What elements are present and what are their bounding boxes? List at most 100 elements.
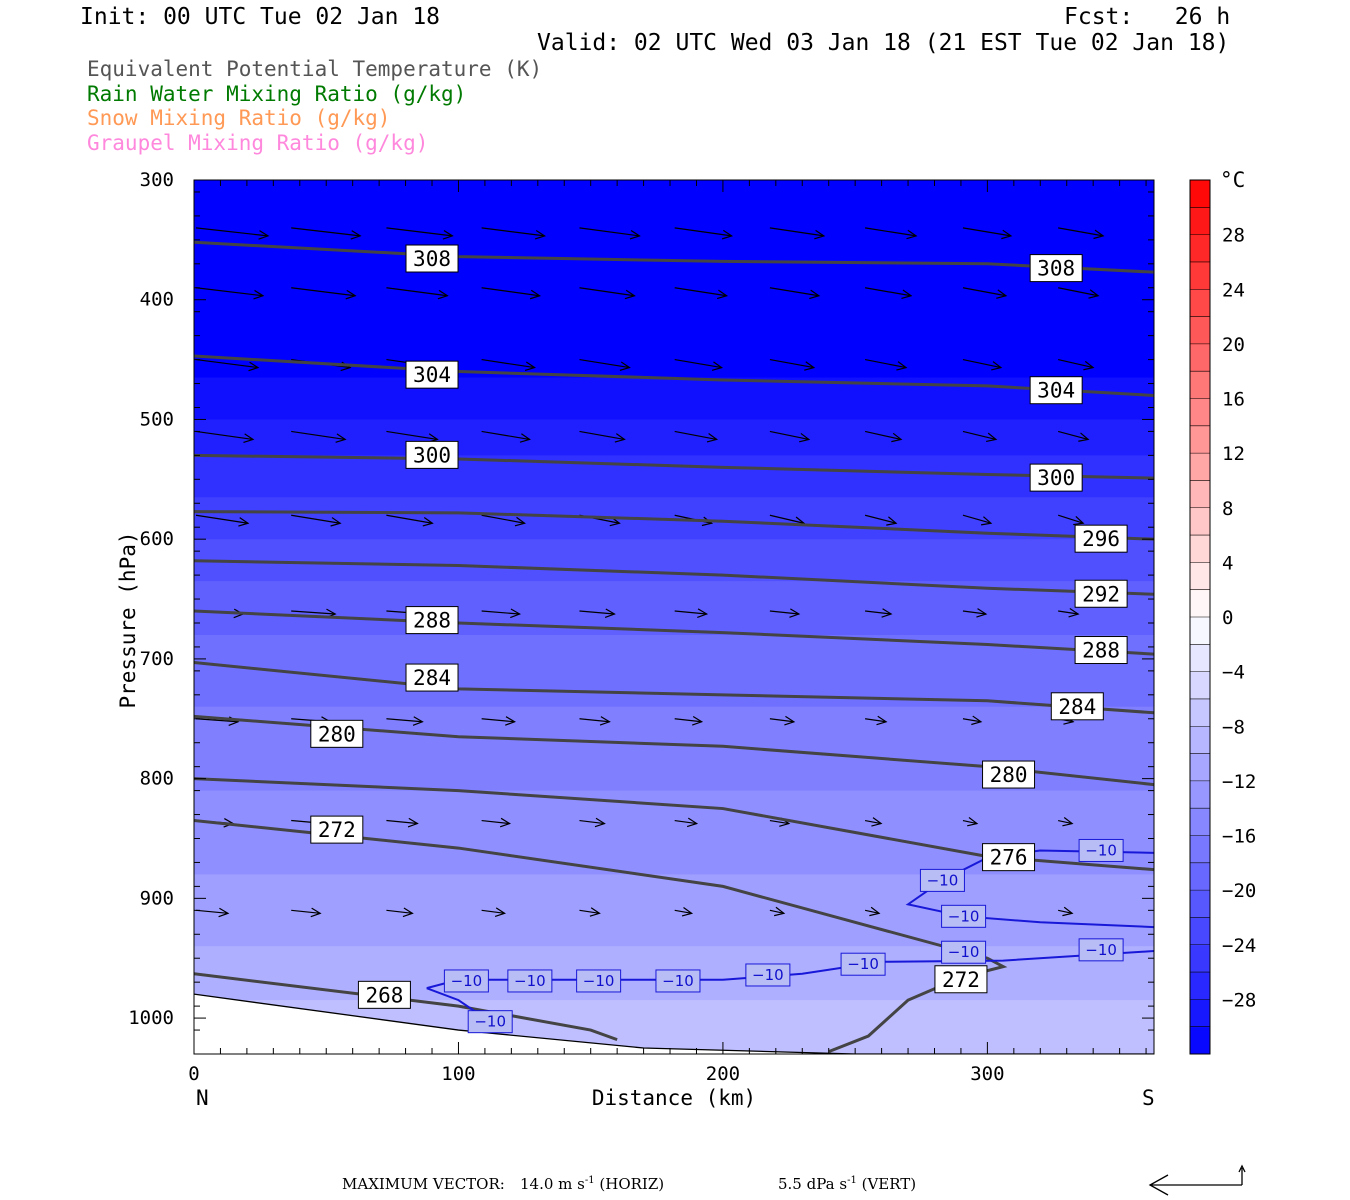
wind-arrow: [195, 358, 259, 369]
theta-e-label-box: [405, 606, 459, 635]
wind-arrowhead: [814, 229, 826, 240]
theta-e-label-box: [1074, 524, 1128, 553]
wind-arrowhead: [248, 361, 260, 372]
wind-arrow: [674, 227, 732, 237]
colorbar-tick-label: 12: [1222, 443, 1245, 465]
colorbar-tick-label: −24: [1222, 935, 1256, 957]
theta-e-label: 300: [1037, 466, 1075, 490]
wind-arrowhead: [711, 361, 724, 371]
wind-vectors: [195, 227, 1105, 918]
wind-arrowhead: [442, 230, 454, 240]
wind-arrowhead: [604, 608, 616, 619]
theta-e-contours: [194, 240, 1154, 1054]
wind-arrow: [481, 819, 510, 825]
wind-arrowhead: [499, 817, 512, 828]
wind-arrowhead: [896, 361, 908, 371]
wind-arrow: [386, 287, 448, 297]
wind-arrowhead: [869, 906, 881, 917]
wind-arrowhead: [686, 817, 699, 828]
theta-e-label-box: [405, 663, 459, 692]
wind-arrowhead: [258, 230, 270, 240]
wind-arrowhead: [706, 433, 719, 443]
temp-band: [194, 180, 1154, 379]
theta-e-label: 272: [318, 818, 356, 842]
axes: 300 400 500 600 700 800 900 1000 0 100 200 300: [128, 169, 1154, 1085]
colorbar-swatch: [1190, 316, 1210, 345]
wind-arrowhead: [599, 716, 611, 726]
colorbar-swatch: [1190, 835, 1210, 864]
wind-arrow: [1058, 909, 1073, 914]
wind-arrow: [291, 514, 341, 524]
temp-label-box: [507, 969, 553, 993]
theta-e-contour-284: [194, 661, 1154, 715]
temp-label: −10: [752, 966, 784, 984]
wind-arrowhead: [681, 907, 694, 917]
wind-arrow: [962, 227, 1012, 237]
x-tick-label: 300: [970, 1063, 1004, 1085]
colorbar-tick-label: 24: [1222, 279, 1245, 301]
wind-arrow: [386, 430, 438, 441]
wind-arrow: [481, 610, 520, 615]
wind-arrowhead: [967, 816, 979, 827]
temp-band: [194, 455, 1154, 498]
wind-arrow: [195, 514, 249, 524]
wind-arrowhead: [350, 230, 362, 240]
temp-label-box: [655, 969, 701, 993]
theta-e-label: 308: [413, 247, 451, 271]
wind-arrowhead: [330, 517, 342, 527]
y-tick-label: 400: [140, 289, 174, 311]
wind-arrowhead: [809, 289, 821, 300]
temp-label-box: [1078, 938, 1124, 962]
wind-arrowhead: [976, 608, 988, 618]
theta-e-label-box: [1074, 579, 1128, 608]
colorbar-swatch: [1190, 617, 1210, 645]
wind-arrowhead: [437, 289, 449, 300]
temp-label-box: [443, 969, 489, 993]
theta-e-label: 280: [318, 722, 356, 746]
colorbar-swatch: [1190, 917, 1210, 946]
wind-arrow: [864, 514, 897, 524]
wind-arrowhead: [253, 289, 265, 300]
wind-arrowhead: [692, 716, 704, 726]
temp-label-box: [941, 940, 987, 964]
wind-arrow: [481, 514, 525, 524]
wind-arrowhead: [505, 716, 517, 726]
temp-label: −10: [927, 871, 959, 889]
wind-arrowhead: [1073, 515, 1085, 526]
wind-arrowhead: [243, 433, 255, 443]
wind-arrowhead: [589, 907, 601, 917]
colorbar-swatch: [1190, 343, 1210, 372]
max-vector-label: MAXIMUM VECTOR:: [342, 1175, 505, 1193]
wind-arrowhead: [701, 516, 714, 527]
y-tick-label: 300: [140, 169, 174, 191]
init-time: Init: 00 UTC Tue 02 Jan 18: [80, 4, 441, 30]
colorbar-tick-label: 8: [1222, 498, 1233, 520]
wind-arrowhead: [774, 906, 786, 917]
wind-arrow: [962, 610, 987, 615]
wind-arrow: [195, 430, 254, 441]
wind-arrow: [481, 287, 540, 297]
colorbar-tick-label: −4: [1222, 662, 1245, 684]
theta-e-label-box: [982, 843, 1036, 872]
theta-e-label-box: [405, 244, 459, 273]
colorbar-swatch: [1190, 371, 1210, 399]
colorbar-tick-label: 4: [1222, 552, 1233, 574]
wind-arrowhead: [529, 289, 542, 300]
theta-e-contour-272: [194, 819, 1008, 1054]
wind-arrow: [481, 227, 545, 237]
wind-arrow: [769, 430, 810, 441]
temp-label-box: [467, 1010, 513, 1034]
colorbar-swatch: [1190, 671, 1210, 700]
theta-e-contour-288: [194, 609, 1154, 656]
wind-arrowhead: [422, 516, 434, 527]
theta-e-label-box: [310, 719, 364, 748]
plot-frame: [193, 179, 1155, 1055]
wind-arrowhead: [402, 907, 414, 918]
wind-arrow: [962, 718, 982, 723]
y-tick-label: 600: [140, 528, 174, 550]
wind-arrowhead: [697, 608, 709, 618]
colorbar-swatch: [1190, 890, 1210, 918]
wind-arrowhead: [534, 230, 547, 240]
temp-band: [194, 874, 1154, 947]
wind-arrowhead: [871, 817, 883, 827]
